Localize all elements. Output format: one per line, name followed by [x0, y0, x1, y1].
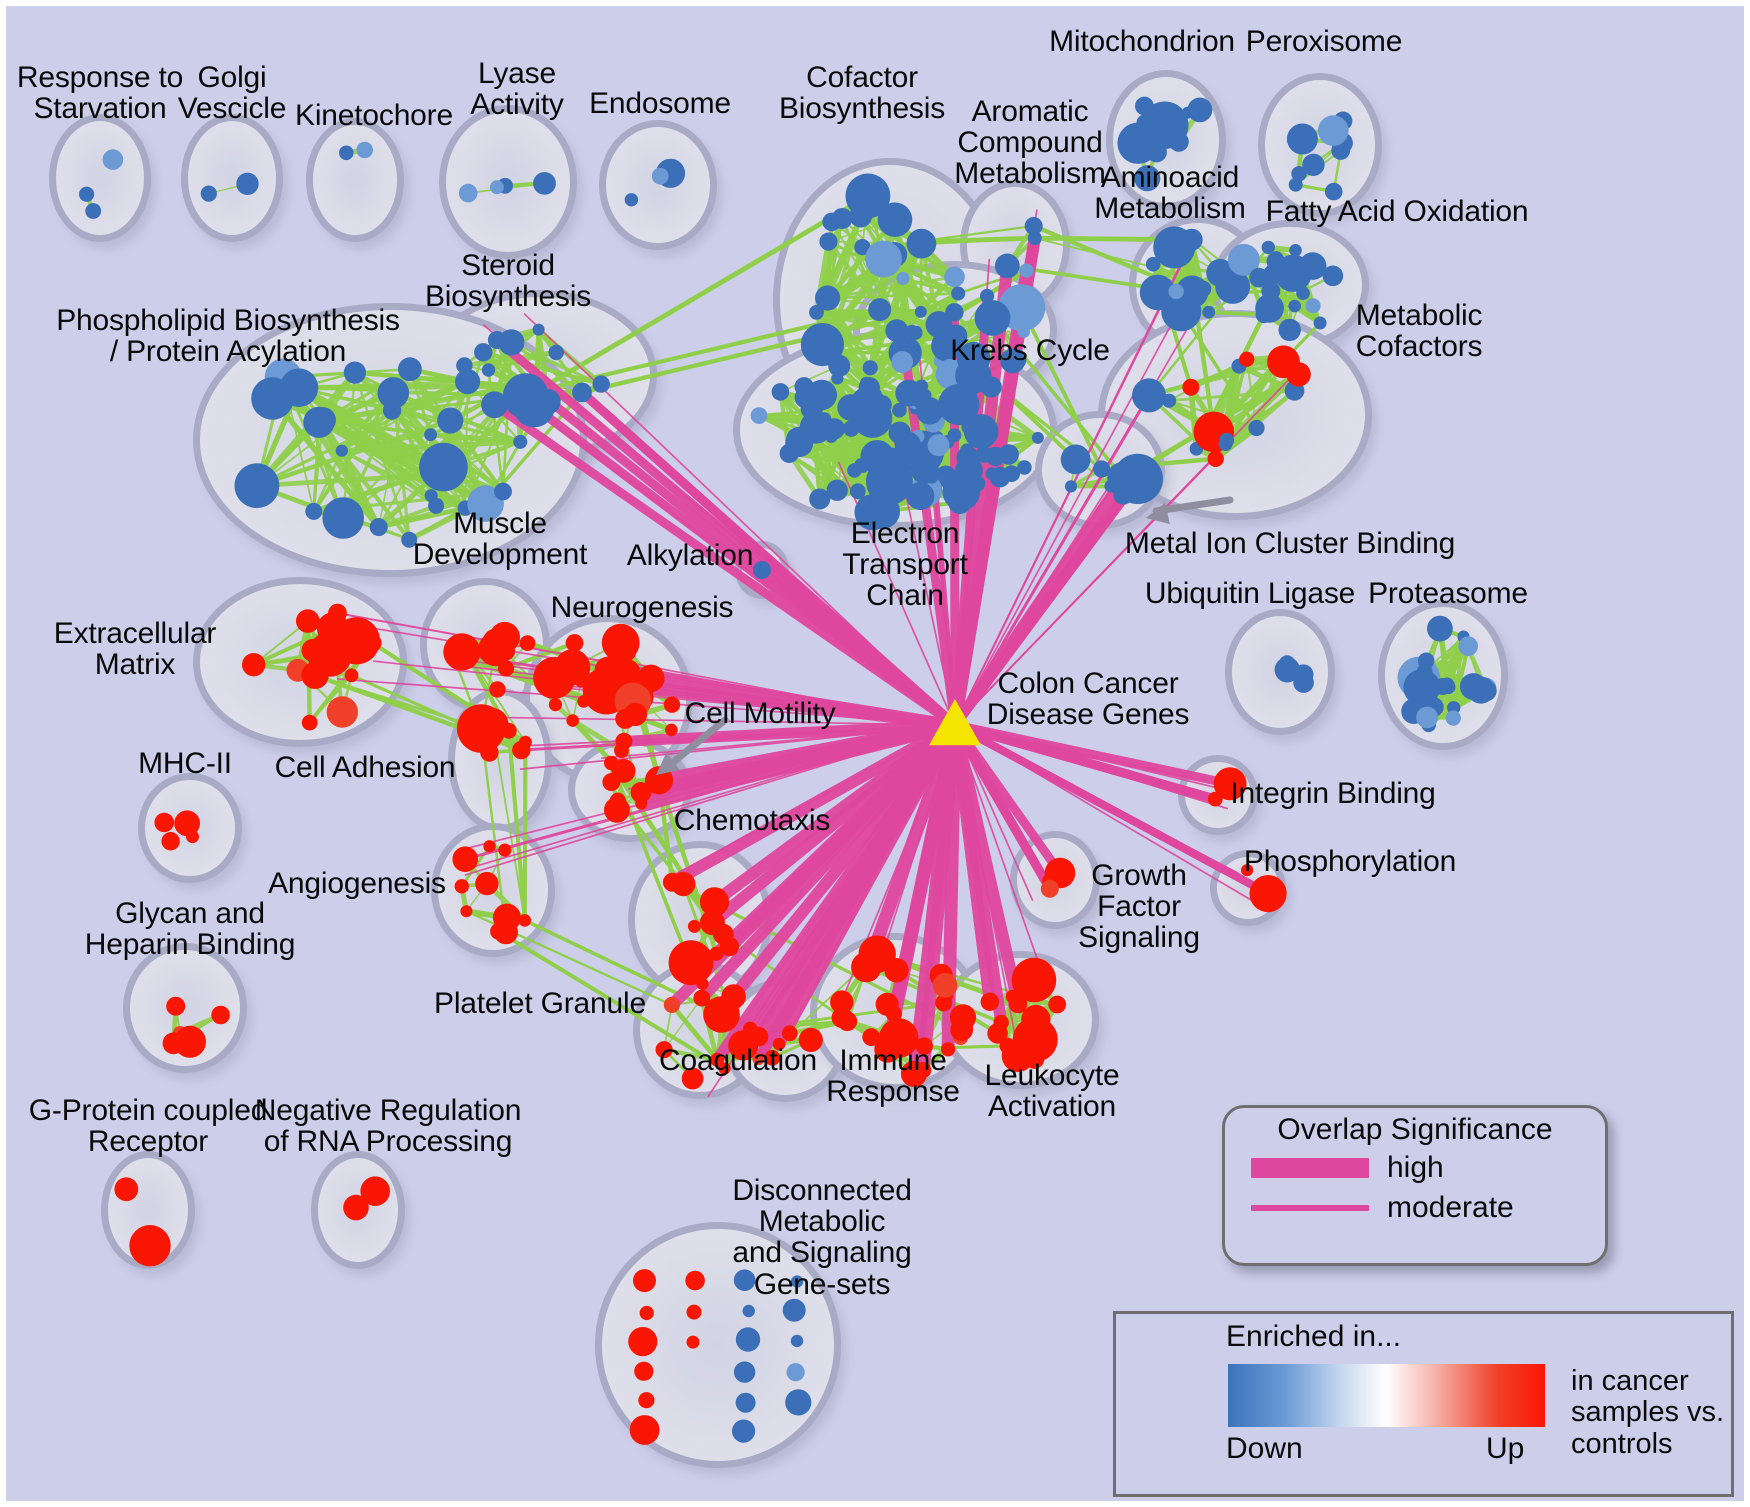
- enrichment-legend-title: Enriched in...: [1226, 1320, 1402, 1353]
- enrichment-down-label: Down: [1226, 1432, 1303, 1465]
- overlap-significance-legend: Overlap Significance high moderate: [1222, 1105, 1608, 1266]
- high-significance-label: high: [1387, 1151, 1444, 1185]
- enrichment-color-gradient: [1228, 1364, 1545, 1427]
- moderate-significance-swatch: [1251, 1205, 1369, 1212]
- gene-set-nodes: [79, 96, 1497, 1445]
- annotation-arrows: [656, 496, 1234, 775]
- overlap-legend-title: Overlap Significance: [1277, 1113, 1553, 1146]
- enrichment-context-label: in cancer samples vs. controls: [1571, 1365, 1725, 1460]
- overlap-legend-moderate-row: moderate: [1225, 1191, 1605, 1225]
- moderate-significance-label: moderate: [1387, 1191, 1514, 1225]
- cell-motility-arrow: [656, 716, 729, 775]
- enrichment-legend: Enriched in... Down Up in cancer samples…: [1113, 1311, 1734, 1497]
- overlap-legend-high-row: high: [1225, 1151, 1605, 1185]
- high-significance-swatch: [1251, 1158, 1369, 1179]
- enrichment-up-label: Up: [1486, 1432, 1525, 1465]
- metal-ion-cluster-binding-arrow: [1146, 496, 1234, 525]
